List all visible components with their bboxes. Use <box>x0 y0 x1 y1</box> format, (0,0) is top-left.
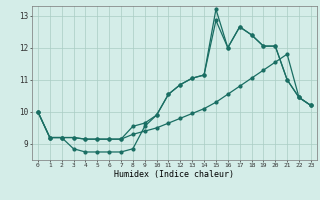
X-axis label: Humidex (Indice chaleur): Humidex (Indice chaleur) <box>115 170 234 179</box>
